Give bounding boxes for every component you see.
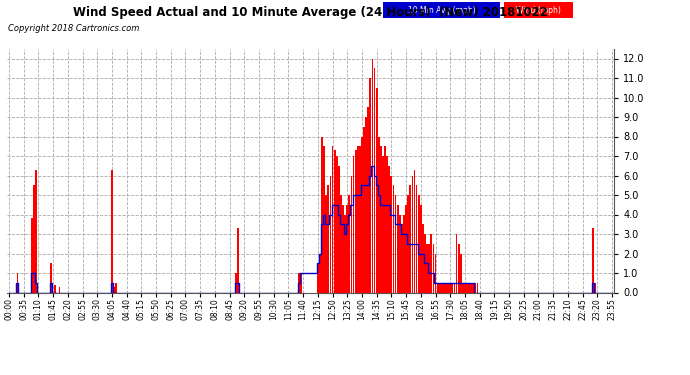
Bar <box>393 185 395 292</box>
Bar <box>388 166 390 292</box>
Bar <box>342 205 344 292</box>
Bar <box>348 195 351 292</box>
Bar <box>361 136 363 292</box>
Bar <box>413 170 415 292</box>
Bar <box>397 205 399 292</box>
Bar <box>328 185 329 292</box>
Bar <box>411 176 413 292</box>
Bar <box>372 58 373 292</box>
Bar <box>433 244 434 292</box>
Bar <box>338 166 339 292</box>
Bar <box>50 263 52 292</box>
Bar <box>380 146 382 292</box>
Bar <box>431 234 432 292</box>
Bar <box>460 254 462 292</box>
Bar <box>443 283 445 292</box>
Bar <box>31 218 33 292</box>
Bar <box>332 146 333 292</box>
Bar <box>455 234 457 292</box>
Bar <box>451 283 453 292</box>
Bar <box>113 286 115 292</box>
Bar <box>367 107 369 292</box>
Text: Wind (mph): Wind (mph) <box>515 6 561 15</box>
Bar <box>420 205 422 292</box>
Bar <box>340 195 342 292</box>
Bar <box>326 195 327 292</box>
Bar <box>336 156 337 292</box>
Bar <box>475 283 476 292</box>
Bar <box>298 273 300 292</box>
Bar <box>592 228 594 292</box>
Bar <box>457 244 460 292</box>
Text: 10 Min Avg (mph): 10 Min Avg (mph) <box>408 6 475 15</box>
Bar <box>355 150 357 292</box>
Bar <box>409 185 411 292</box>
Bar <box>363 127 365 292</box>
Bar <box>357 146 359 292</box>
Bar <box>317 263 319 292</box>
Bar <box>441 283 443 292</box>
Bar <box>435 254 436 292</box>
Bar <box>369 78 371 292</box>
Bar <box>17 273 19 292</box>
Bar <box>365 117 367 292</box>
Bar <box>374 68 375 292</box>
Bar <box>237 228 239 292</box>
Bar <box>453 283 455 292</box>
Bar <box>395 195 397 292</box>
Bar <box>115 283 117 292</box>
Bar <box>321 136 323 292</box>
Bar <box>464 283 466 292</box>
Bar <box>473 283 474 292</box>
Bar <box>466 283 468 292</box>
Bar <box>55 285 56 292</box>
Bar <box>384 146 386 292</box>
Bar <box>471 283 472 292</box>
Bar <box>469 283 470 292</box>
Bar <box>359 146 361 292</box>
Bar <box>376 88 377 292</box>
Bar <box>300 273 302 292</box>
Bar <box>59 286 60 292</box>
Bar <box>445 283 447 292</box>
Bar <box>344 214 346 292</box>
Bar <box>346 205 348 292</box>
Bar <box>447 283 449 292</box>
Bar <box>35 170 37 292</box>
Bar <box>424 234 426 292</box>
Bar <box>439 283 441 292</box>
Bar <box>33 185 35 292</box>
Bar <box>401 224 403 292</box>
Bar <box>378 136 380 292</box>
Bar <box>330 176 331 292</box>
Bar <box>403 214 405 292</box>
Bar <box>351 176 353 292</box>
Bar <box>449 283 451 292</box>
Bar <box>418 195 420 292</box>
Bar <box>407 195 409 292</box>
Bar <box>399 214 401 292</box>
Bar <box>405 205 407 292</box>
Bar <box>111 170 113 292</box>
Bar <box>391 176 393 292</box>
Bar <box>386 156 388 292</box>
Bar <box>323 146 325 292</box>
Bar <box>415 185 417 292</box>
Bar <box>477 283 478 292</box>
Text: Wind Speed Actual and 10 Minute Average (24 Hours)  (New) 20181022: Wind Speed Actual and 10 Minute Average … <box>73 6 548 19</box>
Bar <box>382 156 384 292</box>
Text: Copyright 2018 Cartronics.com: Copyright 2018 Cartronics.com <box>8 24 139 33</box>
Bar <box>437 283 439 292</box>
Bar <box>428 244 430 292</box>
Bar <box>235 273 237 292</box>
Bar <box>319 254 321 292</box>
Bar <box>426 244 428 292</box>
Bar <box>334 150 335 292</box>
Bar <box>353 156 355 292</box>
Bar <box>462 283 464 292</box>
Bar <box>594 283 596 292</box>
Bar <box>422 224 424 292</box>
